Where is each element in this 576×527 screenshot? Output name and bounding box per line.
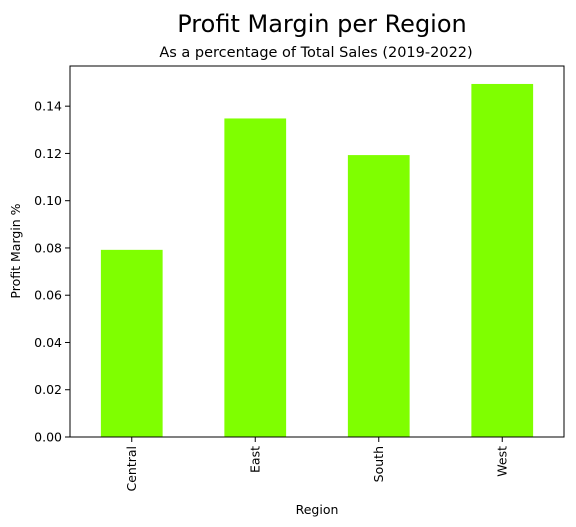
x-tick-label-west: West [494, 446, 509, 477]
y-tick-label: 0.14 [34, 99, 62, 114]
y-tick-label: 0.12 [34, 146, 62, 161]
bars-layer [100, 83, 534, 438]
bar-west [471, 83, 534, 438]
chart-subtitle: As a percentage of Total Sales (2019-202… [159, 45, 472, 61]
y-tick-label: 0.08 [34, 240, 62, 255]
y-tick-label: 0.02 [34, 382, 62, 397]
bar-east [224, 118, 287, 437]
y-axis-label: Profit Margin % [8, 203, 23, 298]
bar-south [347, 155, 410, 437]
y-tick-label: 0.06 [34, 288, 62, 303]
y-axis: 0.00 0.02 0.04 0.06 0.08 0.10 0.12 0.14 [34, 99, 70, 445]
x-tick-label-central: Central [124, 446, 139, 492]
x-tick-label-south: South [371, 446, 386, 482]
bar-central [100, 249, 163, 437]
y-tick-label: 0.00 [34, 430, 62, 445]
x-tick-label-east: East [247, 446, 262, 473]
y-tick-label: 0.04 [34, 335, 62, 350]
x-axis: Central East South West [124, 437, 509, 492]
x-axis-label: Region [296, 502, 339, 517]
chart-title: Profit Margin per Region [177, 10, 467, 38]
y-tick-label: 0.10 [34, 193, 62, 208]
plot-frame [69, 65, 565, 438]
